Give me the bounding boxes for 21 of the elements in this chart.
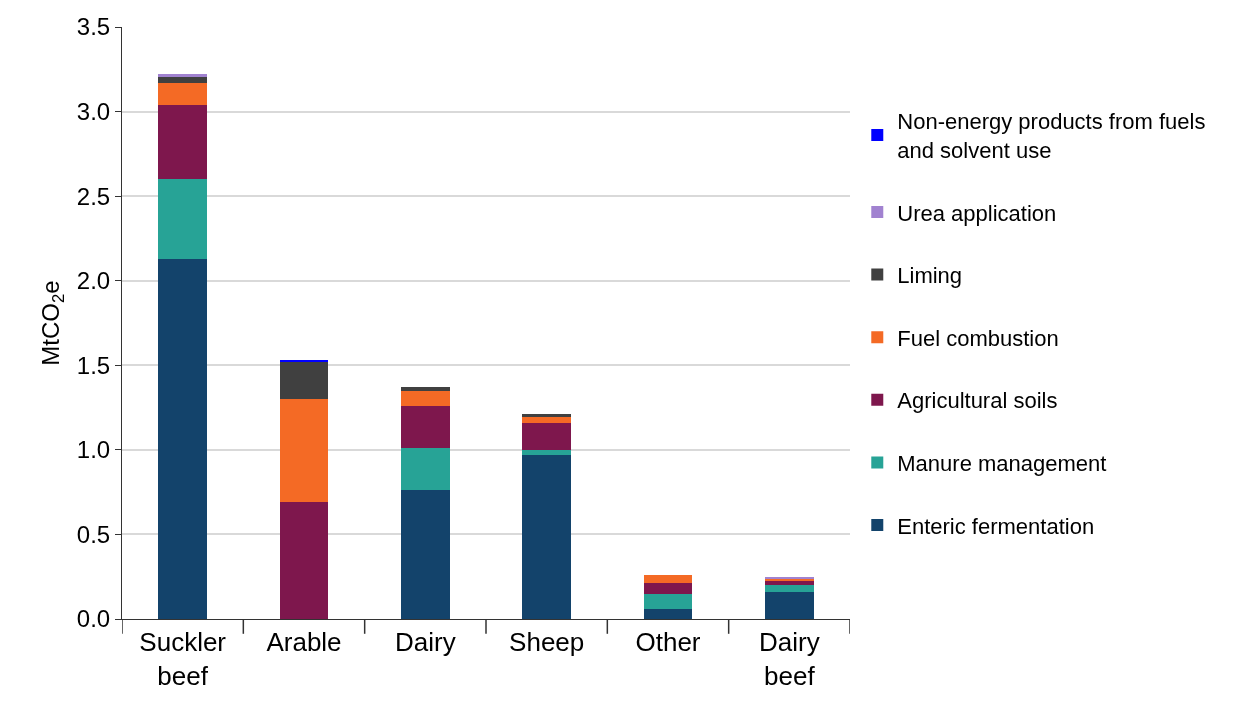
x-tick-label: Suckler beef	[139, 627, 227, 691]
y-tick-label: 3.0	[76, 97, 111, 125]
x-tick-label: Arable	[266, 627, 342, 658]
x-tick-label: Sheep	[509, 627, 585, 658]
y-tick-label: 0.0	[76, 605, 111, 633]
y-tick-label: 1.5	[76, 351, 111, 379]
y-tick-label: 3.5	[76, 13, 111, 41]
legend-label: Agricultural soils	[897, 388, 1058, 414]
x-tick-label: Other	[635, 627, 701, 658]
legend-label: Enteric fermentation	[897, 513, 1095, 539]
x-tick-label: Dairy	[394, 627, 456, 658]
x-tick-label: Dairy beef	[758, 627, 820, 691]
legend-label: Fuel combustion	[897, 325, 1059, 351]
y-tick-label: 2.5	[76, 182, 111, 210]
legend-label: Manure management	[897, 450, 1107, 476]
legend-label: Liming	[897, 263, 963, 289]
legend-label: Non-energy products from fuels and solvent use	[897, 109, 1206, 163]
y-tick-label: 2.0	[76, 267, 111, 295]
legend-label: Urea application	[897, 200, 1057, 226]
y-tick-label: 1.0	[76, 436, 111, 464]
y-tick-label: 0.5	[76, 520, 111, 548]
